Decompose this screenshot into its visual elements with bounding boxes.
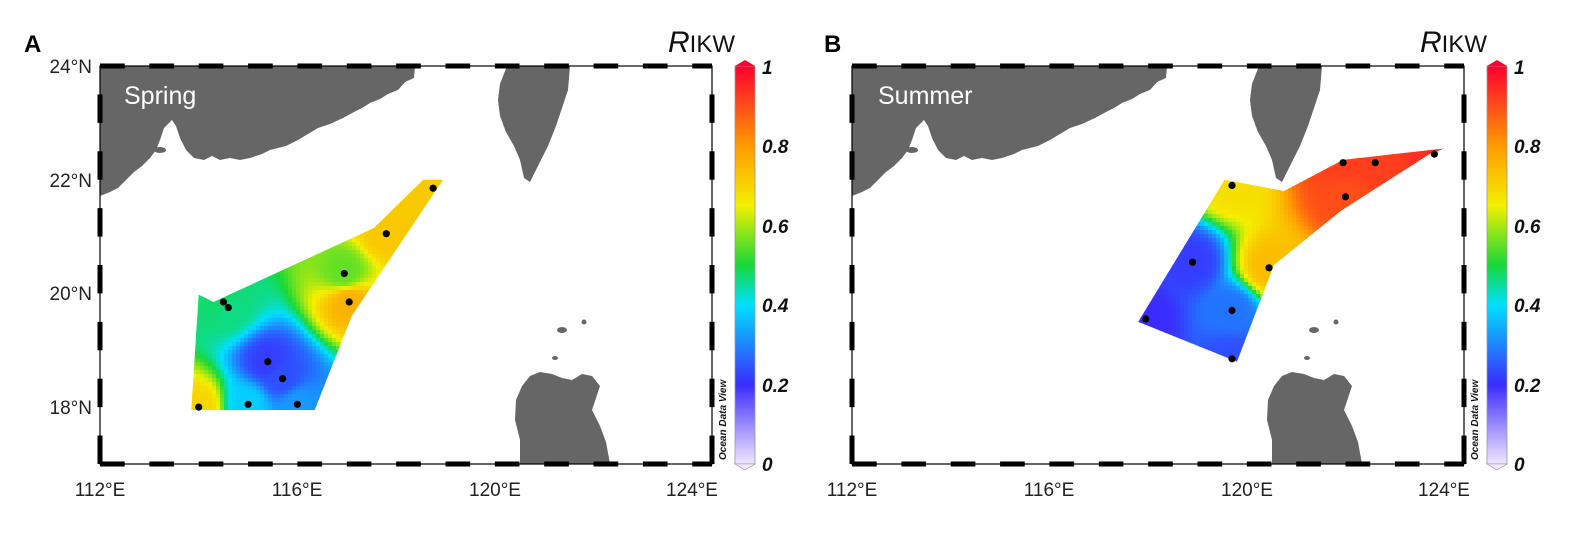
colorbar-label: 1	[762, 58, 773, 79]
station-marker	[1372, 159, 1379, 166]
land-island	[582, 320, 587, 325]
colorbar-label: 0.4	[1514, 296, 1541, 317]
colorbar-min-arrow	[735, 464, 755, 470]
colorbar-label: 0	[1514, 455, 1525, 476]
land-luzon	[515, 372, 610, 464]
land-luzon	[1267, 372, 1362, 464]
x-tick-label: 120°E	[469, 480, 521, 501]
land-island	[958, 150, 966, 155]
x-tick-label: 124°E	[1418, 480, 1470, 501]
land-island	[154, 147, 166, 153]
land-island	[906, 147, 918, 153]
colorbar-max-arrow	[735, 60, 755, 66]
x-tick-label: 116°E	[272, 480, 323, 501]
station-marker	[225, 304, 232, 311]
colorbar-label: 1	[1514, 58, 1525, 79]
colorbar-scale	[1487, 66, 1507, 464]
odv-watermark: Ocean Data View	[1470, 379, 1481, 460]
station-marker	[1342, 193, 1349, 200]
season-label: Summer	[878, 82, 972, 110]
station-marker	[341, 270, 348, 277]
y-tick-labels: 24°N 22°N 20°N 18°N	[50, 57, 92, 419]
colorbar-label: 0.8	[762, 137, 789, 158]
colorbar-max-arrow	[1487, 60, 1507, 66]
station-marker	[1228, 355, 1235, 362]
station-marker	[346, 298, 353, 305]
land-island	[1334, 320, 1339, 325]
y-tick-label: 24°N	[50, 57, 92, 78]
land-island	[552, 356, 558, 360]
panel-a: A Spring 112°E 116°E 120°	[24, 26, 789, 501]
land-island	[1097, 93, 1107, 99]
station-marker	[1228, 182, 1235, 189]
station-marker	[1142, 315, 1149, 322]
station-marker	[245, 401, 252, 408]
colorbar-label: 0.2	[762, 376, 789, 397]
colorbar-scale	[735, 66, 755, 464]
land-island	[1304, 356, 1310, 360]
y-tick-label: 20°N	[50, 284, 92, 305]
season-label: Spring	[124, 82, 196, 110]
land-island	[1309, 327, 1319, 333]
panel-letter: A	[24, 31, 41, 58]
x-tick-labels: 112°E 116°E 120°E 124°E	[827, 480, 1470, 501]
land-island	[206, 150, 214, 155]
colorbar-label: 0.8	[1514, 137, 1541, 158]
x-tick-label: 112°E	[75, 480, 126, 501]
x-tick-labels: 112°E 116°E 120°E 124°E	[75, 480, 718, 501]
colorbar-min-arrow	[1487, 464, 1507, 470]
station-marker	[1189, 259, 1196, 266]
panel-letter: B	[824, 31, 841, 58]
x-tick-label: 120°E	[1221, 480, 1273, 501]
station-marker	[264, 358, 271, 365]
station-marker	[195, 404, 202, 411]
station-marker	[383, 230, 390, 237]
colorbar-label: 0.6	[762, 217, 789, 238]
station-marker	[279, 375, 286, 382]
station-marker	[220, 298, 227, 305]
land-island	[557, 327, 567, 333]
y-tick-label: 18°N	[50, 398, 92, 419]
station-marker	[1265, 264, 1272, 271]
x-tick-label: 112°E	[827, 480, 878, 501]
x-tick-label: 124°E	[666, 480, 718, 501]
odv-watermark: Ocean Data View	[718, 379, 729, 460]
colorbar-title: RIKW	[1420, 26, 1487, 59]
station-marker	[1228, 307, 1235, 314]
colorbar-label: 0.2	[1514, 376, 1541, 397]
x-tick-label: 116°E	[1024, 480, 1075, 501]
panel-b: B Summer 112°E 116°E 120°E	[824, 26, 1541, 501]
land-island	[345, 93, 355, 99]
colorbar-label: 0.6	[1514, 217, 1541, 238]
station-marker	[430, 185, 437, 192]
station-marker	[1340, 159, 1347, 166]
station-marker	[294, 401, 301, 408]
y-tick-label: 22°N	[50, 171, 92, 192]
colorbar-label: 0.4	[762, 296, 789, 317]
colorbar-label: 0	[762, 455, 773, 476]
station-marker	[1431, 151, 1438, 158]
colorbar-title: RIKW	[668, 26, 735, 59]
